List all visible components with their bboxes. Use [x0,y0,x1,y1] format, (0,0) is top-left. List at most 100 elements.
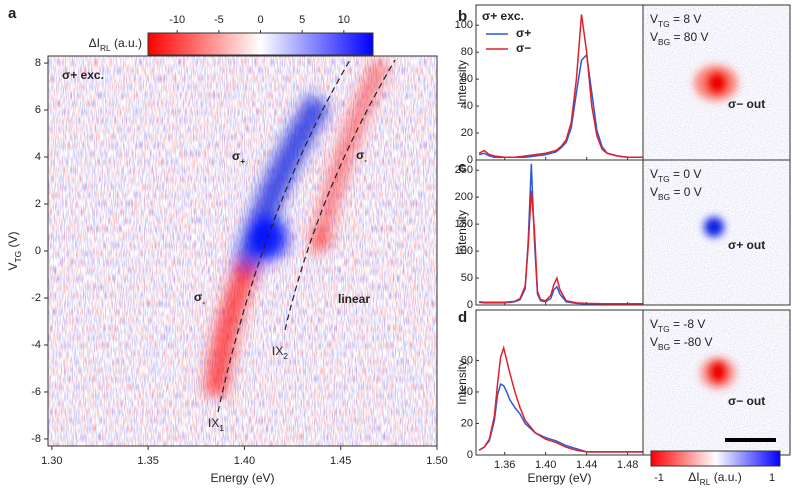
y-tick-label: 60 [461,73,473,85]
x-tick-label: 1.40 [234,455,255,467]
panel-label: a [8,5,17,22]
condition-text-sub: TG [658,324,670,334]
colorbar-tick-label: -10 [169,14,185,26]
colorbar-tick-label: 1 [769,472,775,484]
colorbar-tick-label: 0 [257,14,263,26]
panel-label: b [458,8,467,25]
legend-label: σ− [516,41,531,55]
legend-title: σ+ exc. [482,9,524,23]
output-label: σ− out [728,394,765,408]
annotation: linear [338,292,370,306]
annotation-sub: - [202,297,205,307]
y-tick-label: 6 [35,104,41,116]
annotation-main: σ [194,290,202,304]
condition-text: VBG = 0 V [650,185,702,202]
y-tick-label: 2 [35,198,41,210]
y-tick-label: 250 [455,164,473,176]
output-label: σ+ out [728,238,765,252]
colorbar [147,32,374,56]
panel-label: c [458,159,466,176]
y-tick-label: 20 [461,417,473,429]
panel-label: d [458,309,467,326]
colorbar-label-sub: RL [100,43,111,53]
x-tick-label: 1.45 [330,455,351,467]
annotation-main: IX [272,344,283,358]
annotation-main: σ [356,148,364,162]
colorbar-label-suffix: (a.u.) [710,470,741,484]
series-line [478,345,643,453]
y-tick-label: 8 [35,57,41,69]
x-tick-label: 1.48 [617,459,638,471]
x-tick-label: 1.30 [41,455,62,467]
condition-text: VBG = -80 V [650,335,712,352]
y-tick-label: 50 [461,272,473,284]
annotation-main: linear [338,292,370,306]
annotation-sub: + [240,156,245,166]
y-tick-label: 40 [461,100,473,112]
condition-text-sub: TG [658,19,670,29]
y-axis-label: Intensity [455,60,469,105]
colorbar-tick-label: -1 [654,472,664,484]
annotation-main: σ+ exc. [62,68,104,82]
heatmap-image [48,56,437,446]
x-tick-label: 1.35 [137,455,158,467]
y-axis-label: Intensity [455,360,469,405]
legend-label: σ+ [516,26,531,40]
condition-text-main: V [650,185,658,199]
annotation: IX2 [272,344,288,361]
annotation-sub: - [364,155,367,165]
condition-text-main: V [650,317,658,331]
condition-text: VTG = 8 V [650,12,701,29]
y-tick-label: 0 [467,154,473,166]
x-tick-label: 1.44 [576,459,597,471]
series-line [478,14,643,159]
plot-frame [475,4,644,161]
y-tick-label: 4 [35,151,41,163]
y-axis-label-suffix: (V) [6,232,20,251]
condition-text-sub: BG [658,192,670,202]
y-tick-label: 0 [467,299,473,311]
colorbar [650,450,781,467]
y-tick-label: 100 [455,19,473,31]
x-tick-label: 1.36 [494,459,515,471]
y-axis-label-main: V [6,262,20,270]
y-tick-label: 100 [455,245,473,257]
annotation-sub: 2 [283,351,288,361]
colorbar-label-sub: RL [700,477,711,487]
annotation: σ+ [232,149,245,166]
condition-text-sub: BG [658,342,670,352]
condition-text-main: V [650,335,658,349]
colorbar-tick-label: 10 [338,14,350,26]
x-tick-label: 1.40 [535,459,556,471]
image-panels [643,5,790,455]
y-tick-label: 200 [455,191,473,203]
y-tick-label: 60 [461,354,473,366]
annotation-main: σ [232,149,240,163]
image-frame [642,159,791,306]
condition-text-suffix: = -8 V [670,317,706,331]
condition-text-suffix: = 80 V [670,30,708,44]
condition-text-sub: TG [658,174,670,184]
colorbar-label: ΔIRL (a.u.) [89,36,142,53]
x-tick-label: 1.50 [426,455,447,467]
condition-text-sub: BG [658,37,670,47]
condition-text-suffix: = 8 V [670,12,702,26]
annotation-sub: 1 [219,423,224,433]
colorbar-label: ΔIRL (a.u.) [688,470,741,487]
x-axis-label: Energy (eV) [210,471,274,485]
y-tick-label: -4 [31,339,41,351]
condition-text-main: V [650,30,658,44]
condition-text-suffix: = -80 V [670,335,712,349]
annotation: IX1 [208,416,224,433]
y-tick-label: -2 [31,292,41,304]
condition-text-suffix: = 0 V [670,167,702,181]
y-tick-label: 40 [461,386,473,398]
plot-frame [475,309,644,456]
annotation: σ- [194,290,205,307]
colorbar-tick-label: 5 [299,14,305,26]
colorbar-label-main: ΔI [688,470,699,484]
condition-text: VTG = -8 V [650,317,705,334]
y-tick-label: -8 [31,433,41,445]
y-tick-label: 20 [461,127,473,139]
